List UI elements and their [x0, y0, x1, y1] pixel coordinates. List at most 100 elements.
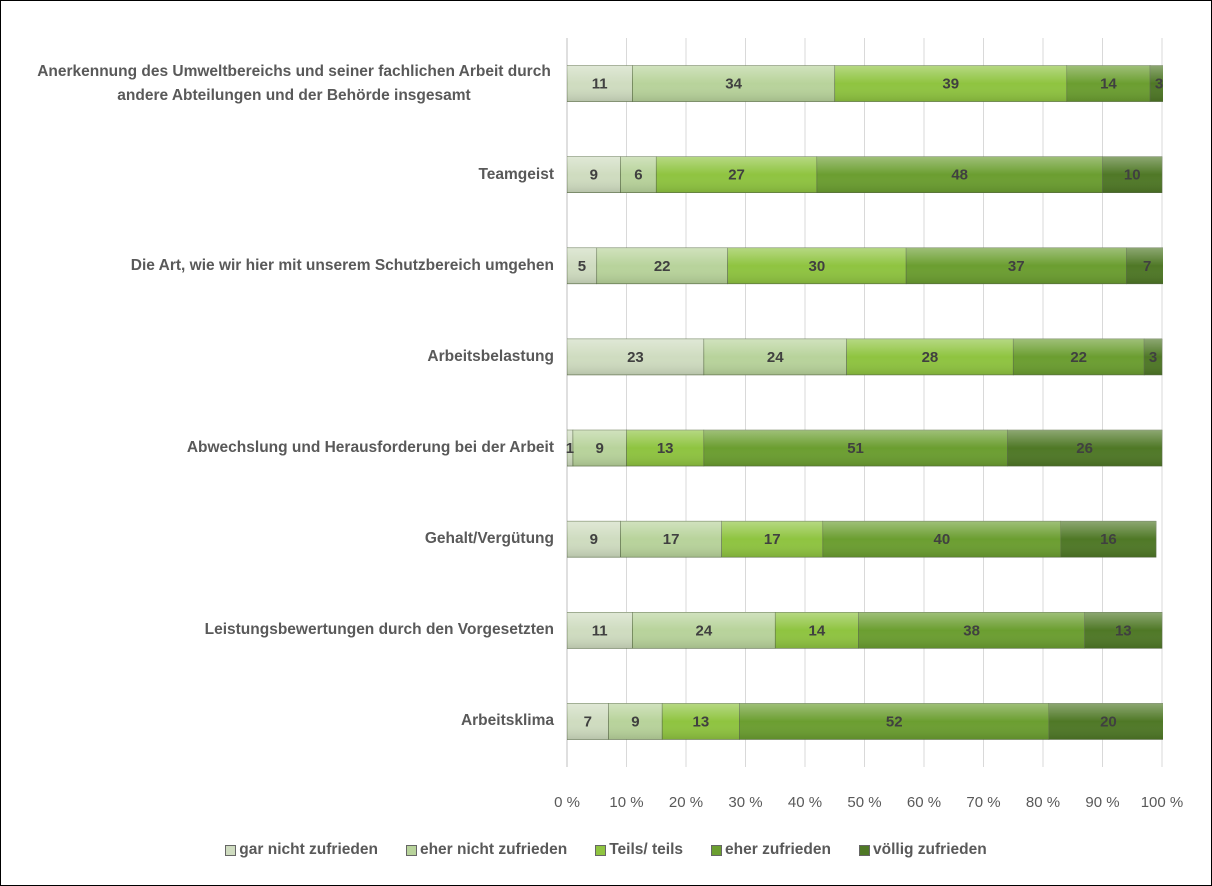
x-tick-label: 10 %: [609, 794, 643, 811]
bar-shade: [632, 65, 835, 102]
legend-swatch: [859, 844, 870, 856]
bar-shade: [567, 612, 633, 649]
value-label: 20: [1100, 713, 1117, 730]
value-label: 6: [634, 167, 642, 184]
category-label: Leistungsbewertungen durch den Vorgesetz…: [204, 621, 554, 639]
bar-shade: [662, 703, 740, 740]
value-label: 26: [1076, 440, 1093, 457]
x-tick-label: 80 %: [1026, 794, 1060, 811]
bar-shade: [1150, 65, 1163, 102]
value-label: 30: [809, 258, 826, 275]
value-label: 48: [951, 167, 968, 184]
value-label: 7: [1143, 258, 1151, 275]
bars: [567, 65, 1163, 740]
bar-shade: [567, 703, 609, 740]
bar-shade: [656, 156, 817, 193]
bar-shade: [703, 430, 1008, 467]
category-label: Abwechslung und Herausforderung bei der …: [186, 439, 554, 457]
x-tick-label: 70 %: [966, 794, 1000, 811]
value-label: 9: [596, 440, 604, 457]
value-label: 51: [847, 440, 864, 457]
bar-shade: [596, 247, 728, 284]
value-label: 22: [1070, 349, 1087, 366]
bar-shade: [1084, 612, 1162, 649]
legend-label: eher zufrieden: [725, 841, 831, 858]
bar-shade: [567, 65, 633, 102]
value-label: 9: [631, 713, 639, 730]
legend-item: gar nicht zufrieden: [225, 841, 378, 859]
bar-shade: [834, 65, 1067, 102]
category-label: Teamgeist: [478, 165, 554, 183]
legend-item: Teils/ teils: [595, 841, 683, 859]
value-label: 14: [809, 622, 826, 639]
value-label: 3: [1149, 349, 1157, 366]
value-label: 17: [764, 531, 781, 548]
bar-shade: [816, 156, 1103, 193]
category-label: Anerkennung des Umweltbereichs und seine…: [37, 62, 551, 104]
value-label: 10: [1124, 167, 1141, 184]
value-label: 22: [654, 258, 671, 275]
value-label: 39: [942, 76, 959, 93]
value-label: 37: [1008, 258, 1025, 275]
value-label: 23: [627, 349, 644, 366]
legend-swatch: [405, 844, 417, 856]
bar-shade: [703, 338, 847, 375]
bar-shade: [1102, 156, 1162, 193]
bar-shade: [1060, 521, 1157, 558]
bar-shade: [822, 521, 1061, 558]
bar-shade: [572, 430, 627, 467]
category-label: Arbeitsbelastung: [427, 347, 554, 365]
x-tick-label: 40 %: [788, 794, 822, 811]
value-label: 27: [728, 167, 745, 184]
bar-shade: [906, 247, 1127, 284]
bar-shade: [775, 612, 859, 649]
bar-shade: [1126, 247, 1163, 284]
value-label: 13: [657, 440, 674, 457]
bar-shade: [1013, 338, 1145, 375]
value-label: 9: [590, 167, 598, 184]
legend-item: völlig zufrieden: [859, 841, 987, 859]
bar-shade: [858, 612, 1085, 649]
bar-shade: [632, 612, 776, 649]
bar-shade: [1007, 430, 1162, 467]
value-label: 14: [1100, 76, 1117, 93]
bar-shade: [567, 521, 621, 558]
legend-swatch: [595, 844, 607, 856]
value-label: 24: [696, 622, 713, 639]
value-label: 7: [584, 713, 592, 730]
x-tick-label: 0 %: [554, 794, 580, 811]
value-label: 1: [566, 440, 574, 457]
x-tick-label: 30 %: [728, 794, 762, 811]
x-tick-label: 100 %: [1141, 794, 1184, 811]
bar-shade: [567, 156, 621, 193]
bar-shade: [727, 247, 907, 284]
x-tick-label: 90 %: [1085, 794, 1119, 811]
legend-label: gar nicht zufrieden: [239, 841, 378, 858]
legend-swatch: [711, 844, 723, 856]
value-label: 34: [725, 76, 742, 93]
value-label: 13: [1115, 622, 1132, 639]
value-label: 13: [693, 713, 710, 730]
category-label: Arbeitsklima: [460, 712, 554, 730]
x-tick-label: 60 %: [907, 794, 941, 811]
bar-shade: [1066, 65, 1151, 102]
category-label: Gehalt/Vergütung: [424, 530, 554, 548]
bar-shade: [739, 703, 1049, 740]
bar-shade: [846, 338, 1014, 375]
legend-label: völlig zufrieden: [873, 841, 987, 858]
legend: gar nicht zufrieden eher nicht zufrieden T…: [1, 841, 1211, 859]
legend-item: eher nicht zufrieden: [405, 841, 567, 859]
value-label: 24: [767, 349, 784, 366]
bar-shade: [567, 247, 597, 284]
value-label: 3: [1155, 76, 1163, 93]
bar-shade: [620, 156, 657, 193]
legend-label: Teils/ teils: [609, 841, 684, 858]
value-label: 40: [934, 531, 951, 548]
legend-item: eher zufrieden: [711, 841, 831, 859]
value-label: 5: [578, 258, 586, 275]
bar-shade: [608, 703, 663, 740]
bar-shade: [721, 521, 823, 558]
value-label: 52: [886, 713, 903, 730]
